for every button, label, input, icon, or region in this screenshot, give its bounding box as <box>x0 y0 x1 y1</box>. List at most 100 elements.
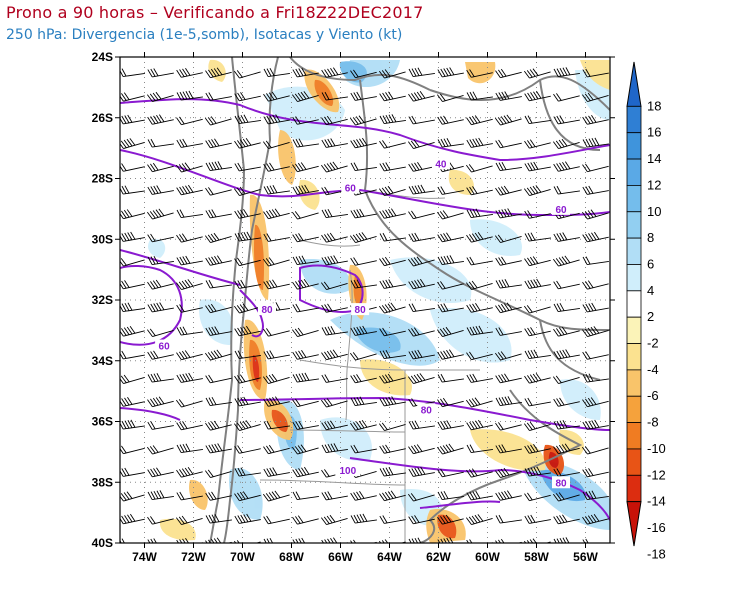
lat-tick-label: 36S <box>92 415 113 429</box>
wind-barb <box>120 302 145 312</box>
colorbar-swatch <box>626 237 642 265</box>
wind-barb <box>176 138 203 148</box>
wind-barb <box>407 256 435 267</box>
isotach-labels: 40 60 60 80 80 60 80 100 80 <box>155 157 570 489</box>
wind-barb <box>582 280 609 290</box>
wind-barb <box>437 373 464 383</box>
wind-barb <box>465 164 493 173</box>
wind-barb <box>465 397 493 408</box>
wind-barb <box>582 68 609 78</box>
wind-barb <box>379 232 406 242</box>
wind-barb <box>437 232 464 243</box>
isotach-label-bg <box>417 403 436 416</box>
wind-barb <box>120 350 145 360</box>
colorbar-label: 16 <box>647 125 661 140</box>
wind-barb <box>524 327 551 337</box>
wind-barb <box>466 539 493 543</box>
wind-barb <box>466 256 493 266</box>
wind-barb <box>581 92 609 102</box>
wind-barb <box>321 138 348 148</box>
wind-barb <box>263 350 290 360</box>
wind-barb <box>524 115 551 124</box>
wind-barb <box>176 67 203 78</box>
wind-barb <box>147 396 174 408</box>
colorbar-label: -10 <box>647 441 666 456</box>
wind-barb <box>292 303 319 313</box>
wind-barb <box>581 326 609 337</box>
wind-barb <box>120 280 145 290</box>
wind-barb <box>147 490 174 500</box>
wind-barb <box>321 443 348 453</box>
isotach-label: 100 <box>340 466 357 477</box>
wind-barb <box>292 398 319 408</box>
wind-barb <box>552 492 580 502</box>
wind-barb <box>147 421 174 430</box>
wind-barb <box>176 233 203 243</box>
wind-barb <box>350 69 377 79</box>
wind-barb <box>350 419 377 431</box>
wind-barb <box>263 67 290 77</box>
wind-barb <box>120 396 145 407</box>
wind-barb <box>263 208 290 220</box>
colorbar-swatch <box>626 105 642 134</box>
wind-barb <box>582 185 609 195</box>
wind-barb <box>379 140 406 149</box>
wind-barb <box>408 349 435 360</box>
wind-barb <box>437 303 464 313</box>
wind-barb <box>495 396 522 406</box>
wind-barb <box>350 208 377 219</box>
wind-barb <box>205 161 232 171</box>
wind-barb <box>120 374 145 384</box>
wind-barb <box>494 351 522 361</box>
wind-barb <box>205 279 232 289</box>
wind-barb <box>204 349 232 361</box>
wind-barb <box>466 325 493 336</box>
wind-barb <box>379 91 406 102</box>
colorbar-bottom-arrow <box>626 501 642 547</box>
isotach-label: 60 <box>345 184 357 195</box>
isotach-label: 80 <box>261 305 273 316</box>
wind-barb <box>234 208 261 219</box>
wind-barb <box>292 420 319 430</box>
wind-barb <box>524 349 551 359</box>
wind-barb <box>147 185 174 195</box>
colorbar: 18 16 14 12 10 8 6 4 2 -2 -4 -6 -8 -10 -12 -14 -16 -18 <box>626 61 666 561</box>
isotach-label-bg <box>431 157 450 170</box>
wind-barb <box>437 397 464 408</box>
wind-barb <box>408 161 435 172</box>
wind-barb <box>524 492 551 502</box>
wind-barb <box>147 255 174 265</box>
wind-barb <box>379 373 406 384</box>
wind-barb <box>495 91 522 101</box>
wind-barb <box>205 92 232 101</box>
wind-barb <box>436 443 464 455</box>
wind-barb <box>582 256 609 265</box>
colorbar-swatch <box>626 422 642 450</box>
wind-barb <box>408 67 435 77</box>
wind-barb <box>436 326 464 337</box>
wind-barb <box>233 186 261 196</box>
wind-barb <box>495 422 522 431</box>
wind-barb <box>350 162 377 171</box>
colorbar-label: -6 <box>647 388 659 403</box>
wind-barb <box>205 67 232 79</box>
wind-barb <box>523 185 551 196</box>
wind-barb <box>205 374 232 384</box>
wind-barb <box>120 467 145 477</box>
wind-barb <box>379 515 406 524</box>
wind-barb <box>205 396 232 406</box>
wind-barb <box>234 491 261 502</box>
wind-barb <box>321 303 348 313</box>
colorbar-label: 4 <box>647 283 654 298</box>
colorbar-label: -14 <box>647 494 666 509</box>
wind-barb <box>350 539 377 543</box>
wind-barb <box>494 114 522 126</box>
wind-barb <box>291 211 319 220</box>
wind-barb <box>263 328 290 337</box>
wind-barb <box>205 491 232 501</box>
colorbar-label: 10 <box>647 204 661 219</box>
wind-barb <box>553 232 580 242</box>
wind-barb <box>263 162 290 172</box>
wind-barb <box>120 92 145 102</box>
wind-barb <box>524 232 551 242</box>
